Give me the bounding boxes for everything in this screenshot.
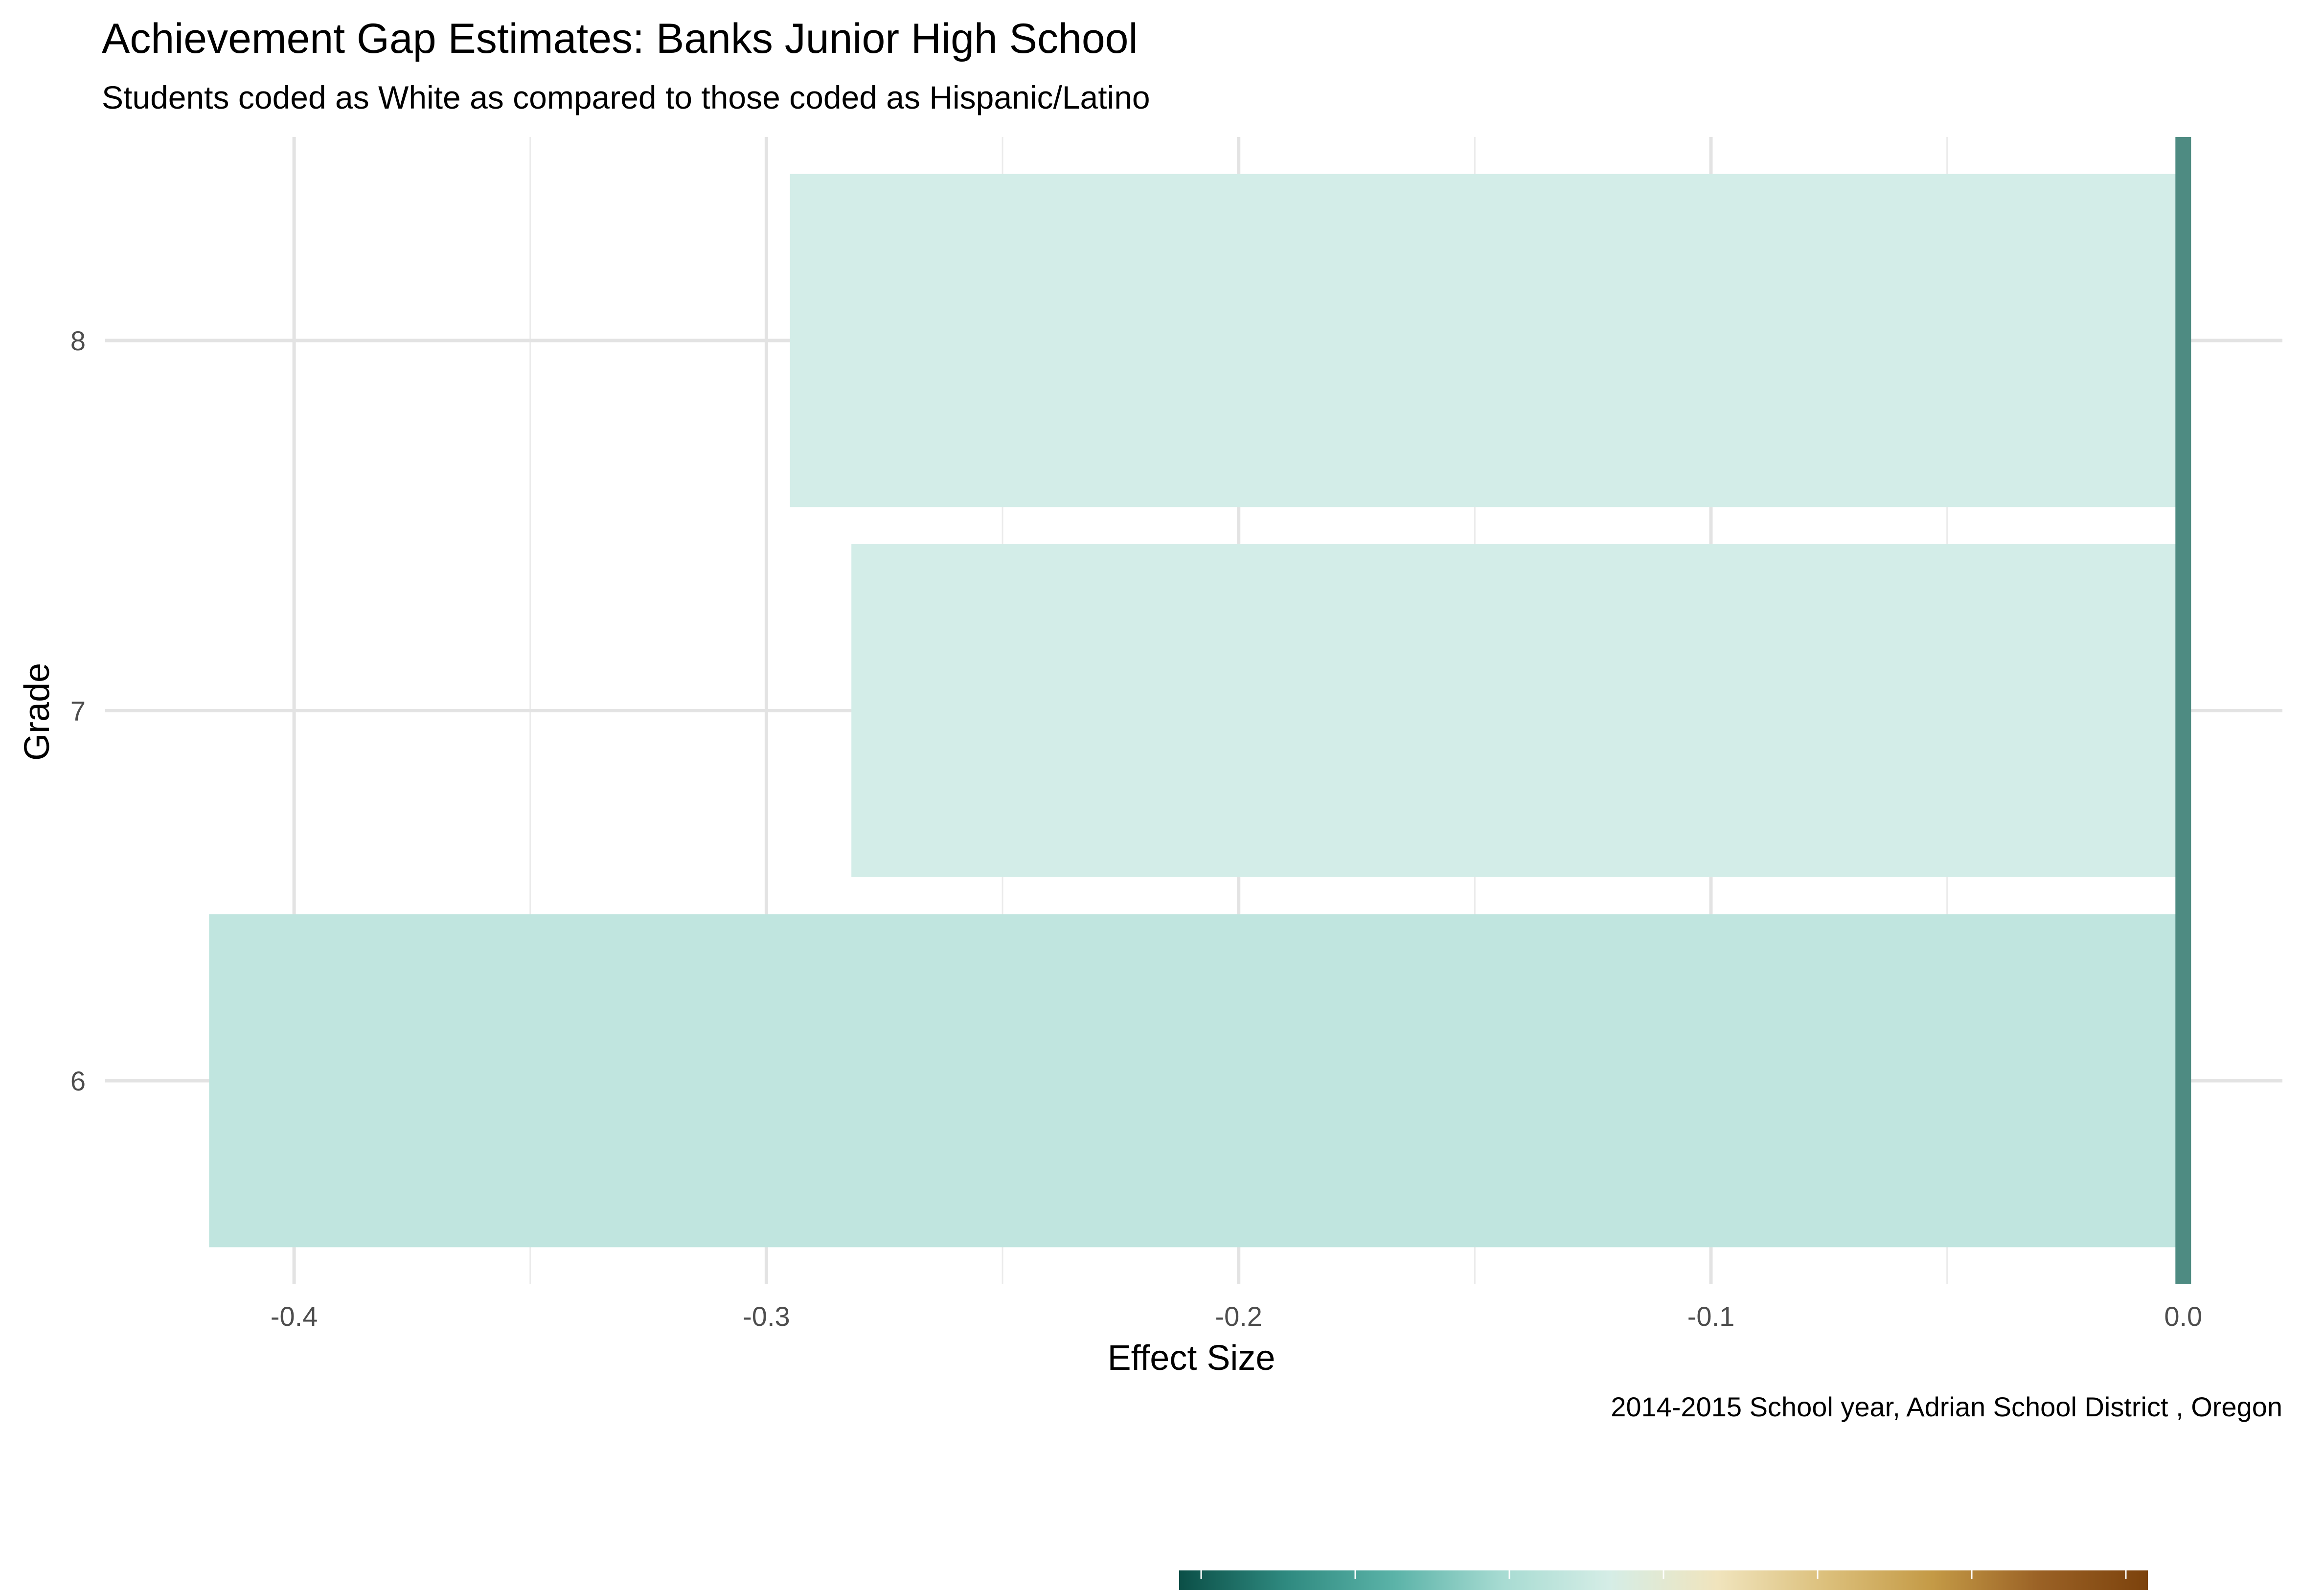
chart-subtitle: Students coded as White as compared to t… [102,79,1150,115]
x-tick-label: -0.1 [1687,1301,1735,1332]
x-tick-label: -0.4 [271,1301,318,1332]
y-tick-label: 7 [70,696,86,727]
y-tick-labels: 6 7 8 [70,325,86,1096]
bars [209,174,2184,1248]
x-tick-label: -0.2 [1215,1301,1262,1332]
bar-grade-6 [209,914,2184,1248]
x-axis-title: Effect Size [1108,1339,1276,1378]
x-tick-label: 0.0 [2164,1301,2202,1332]
chart-caption: 2014-2015 School year, Adrian School Dis… [1611,1391,2282,1422]
y-axis-title: Grade [18,663,57,761]
y-tick-label: 6 [70,1066,86,1096]
x-tick-label: -0.3 [743,1301,790,1332]
bar-grade-7 [851,544,2184,877]
y-tick-label: 8 [70,325,86,356]
chart-title: Achievement Gap Estimates: Banks Junior … [102,15,1138,62]
x-tick-labels: -0.4 -0.3 -0.2 -0.1 0.0 [271,1301,2202,1332]
color-legend [1179,1570,2148,1590]
bar-grade-8 [790,174,2184,507]
